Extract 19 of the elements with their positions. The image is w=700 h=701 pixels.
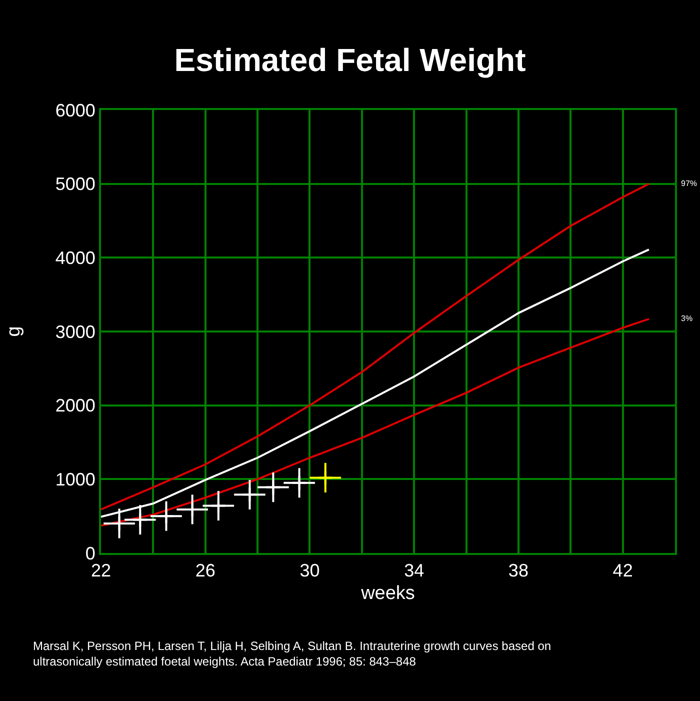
y-tick-label: 6000 bbox=[55, 100, 96, 120]
x-axis-title: weeks bbox=[360, 582, 415, 604]
text: 97% bbox=[681, 179, 698, 188]
x-tick-label: 30 bbox=[300, 560, 320, 581]
y-tick-label: 3000 bbox=[55, 322, 96, 342]
x-tick-label: 22 bbox=[90, 560, 112, 581]
chart-title: Estimated Fetal Weight bbox=[174, 42, 526, 78]
y-tick-label: 0 bbox=[85, 543, 96, 564]
y-tick-label: 5000 bbox=[55, 174, 96, 194]
y-axis-title: g bbox=[4, 326, 25, 337]
y-tick-label: 2000 bbox=[55, 396, 96, 416]
x-tick-label: 26 bbox=[195, 560, 216, 581]
text: Marsal K, Persson PH, Larsen T, Lilja H, Selbing A, Sultan B. Intrauterine growth curves based on ultrasonically estimated foetal weights. Acta Paediatr 1996; 85: 843–848 bbox=[33, 639, 552, 669]
text: 3% bbox=[681, 314, 693, 323]
x-tick-label: 42 bbox=[612, 560, 633, 581]
y-tick-label: 4000 bbox=[55, 248, 96, 268]
x-tick-label: 38 bbox=[508, 560, 528, 581]
x-tick-label: 34 bbox=[404, 560, 424, 581]
y-tick-label: 1000 bbox=[55, 469, 96, 490]
